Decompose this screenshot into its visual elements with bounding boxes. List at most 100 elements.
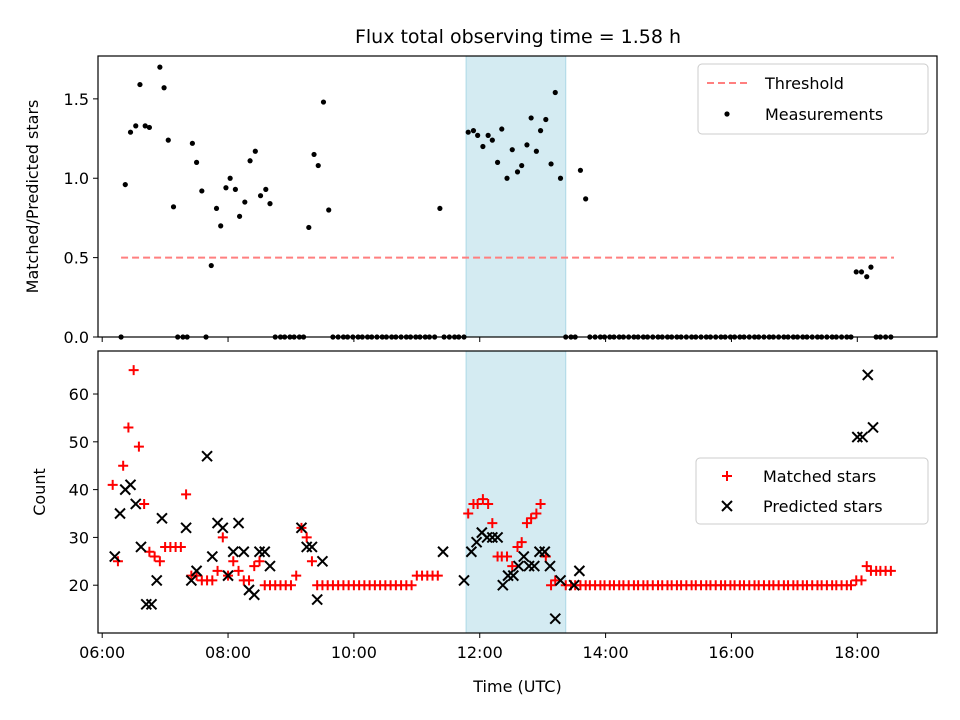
legend-predicted-label: Predicted stars — [763, 497, 883, 516]
predicted-star-point — [259, 546, 271, 558]
axes-frame — [97, 55, 938, 338]
measurement-point — [524, 142, 530, 148]
x-tick-label: 18:00 — [834, 643, 880, 662]
predicted-star-point — [145, 598, 158, 611]
matched-star-point — [487, 518, 498, 529]
y-tick-label: 20 — [69, 576, 89, 595]
predicted-star-point — [491, 531, 504, 544]
matched-star-point — [526, 513, 537, 524]
measurement-point — [514, 169, 521, 175]
matched-star-point — [123, 422, 134, 433]
legend-box — [695, 457, 929, 525]
predicted-star-point — [227, 546, 239, 558]
measurement-point — [208, 262, 214, 269]
measurement-point — [552, 89, 558, 96]
matched-star-point — [406, 580, 417, 591]
y-tick-label: 40 — [69, 481, 89, 500]
matched-star-point — [175, 541, 186, 552]
matched-star-point — [244, 575, 255, 586]
predicted-star-point — [512, 560, 525, 572]
measurement-point — [146, 124, 152, 131]
measurement-point — [161, 85, 167, 91]
predicted-star-point — [851, 431, 864, 443]
legend-box — [697, 63, 929, 135]
predicted-star-point — [533, 546, 546, 558]
predicted-star-point — [528, 560, 540, 572]
x-tick-label: 06:00 — [79, 643, 125, 662]
x-tick-label: 14:00 — [583, 643, 629, 662]
measurement-point — [320, 99, 327, 105]
bottom-panel: 20 30 40 50 60 06:00 08:00 10:00 12:00 14:00 16:00… — [30, 350, 938, 696]
predicted-star-point — [458, 574, 470, 587]
x-tick-label: 12:00 — [457, 643, 503, 662]
matched-star-point — [207, 575, 218, 586]
matched-star-point — [507, 561, 518, 572]
predicted-star-point — [206, 550, 219, 563]
predicted-star-point — [140, 598, 152, 611]
measurement-point — [499, 126, 505, 132]
measurement-point — [227, 175, 233, 181]
predicted-star-point — [156, 512, 168, 524]
predicted-star-point — [539, 546, 551, 558]
matched-star-point — [483, 498, 494, 509]
predicted-star-point — [180, 522, 192, 534]
matched-star-point — [477, 494, 488, 505]
predicted-star-point — [486, 531, 499, 544]
measurement-point — [122, 181, 128, 188]
predicted-star-point — [238, 546, 250, 558]
matched-star-point — [128, 365, 139, 376]
predicted-star-point — [264, 560, 276, 572]
measurement-point — [311, 151, 317, 158]
predicted-star-point — [151, 574, 163, 587]
predicted-star-point — [437, 546, 449, 558]
measurement-point — [326, 207, 332, 213]
highlight-span — [465, 350, 567, 634]
x-tick-label: 16:00 — [708, 643, 754, 662]
measurement-point — [133, 123, 139, 129]
matched-star-point — [301, 532, 312, 543]
predicted-star-point — [248, 589, 260, 601]
matched-star-point — [885, 565, 896, 576]
y-tick-label: 30 — [69, 528, 89, 547]
measurement-point — [557, 175, 564, 181]
measurement-point — [858, 269, 865, 275]
matched-star-point — [516, 537, 527, 548]
y-tick-label: 0.0 — [64, 328, 89, 347]
predicted-star-point — [114, 507, 126, 520]
predicted-star-point — [201, 450, 213, 462]
matched-star-point — [550, 575, 561, 586]
predicted-star-point — [232, 517, 245, 529]
predicted-star-point — [190, 565, 203, 577]
predicted-star-point — [573, 565, 586, 577]
predicted-star-point — [549, 612, 561, 625]
matched-star-point — [154, 556, 165, 567]
matched-star-point — [502, 551, 513, 562]
measurement-point — [504, 175, 510, 181]
legend-matched-swatch — [722, 471, 732, 481]
measurement-point — [543, 116, 549, 123]
measurement-point — [193, 159, 200, 165]
measurement-point — [548, 161, 554, 167]
predicted-star-point — [253, 546, 266, 558]
measurement-point — [868, 264, 874, 270]
matched-star-point — [191, 570, 202, 581]
measurement-point — [475, 132, 481, 138]
matched-star-point — [535, 498, 546, 509]
legend-predicted-swatch — [721, 500, 733, 512]
matched-star-point — [139, 498, 150, 509]
y-tick-label: 1.0 — [64, 169, 89, 188]
measurement-point — [218, 223, 224, 229]
measurement-point — [137, 81, 143, 88]
measurement-point — [537, 128, 544, 134]
matched-star-point — [531, 508, 542, 519]
predicted-star-point — [554, 574, 567, 587]
matched-star-point — [463, 508, 474, 519]
predicted-star-point — [544, 560, 556, 572]
predicted-star-point — [306, 541, 318, 553]
predicted-star-point — [465, 546, 478, 558]
measurement-point — [127, 129, 134, 135]
highlight-span — [465, 55, 567, 338]
measurement-point — [223, 185, 229, 191]
y-tick-label: 50 — [69, 433, 89, 452]
